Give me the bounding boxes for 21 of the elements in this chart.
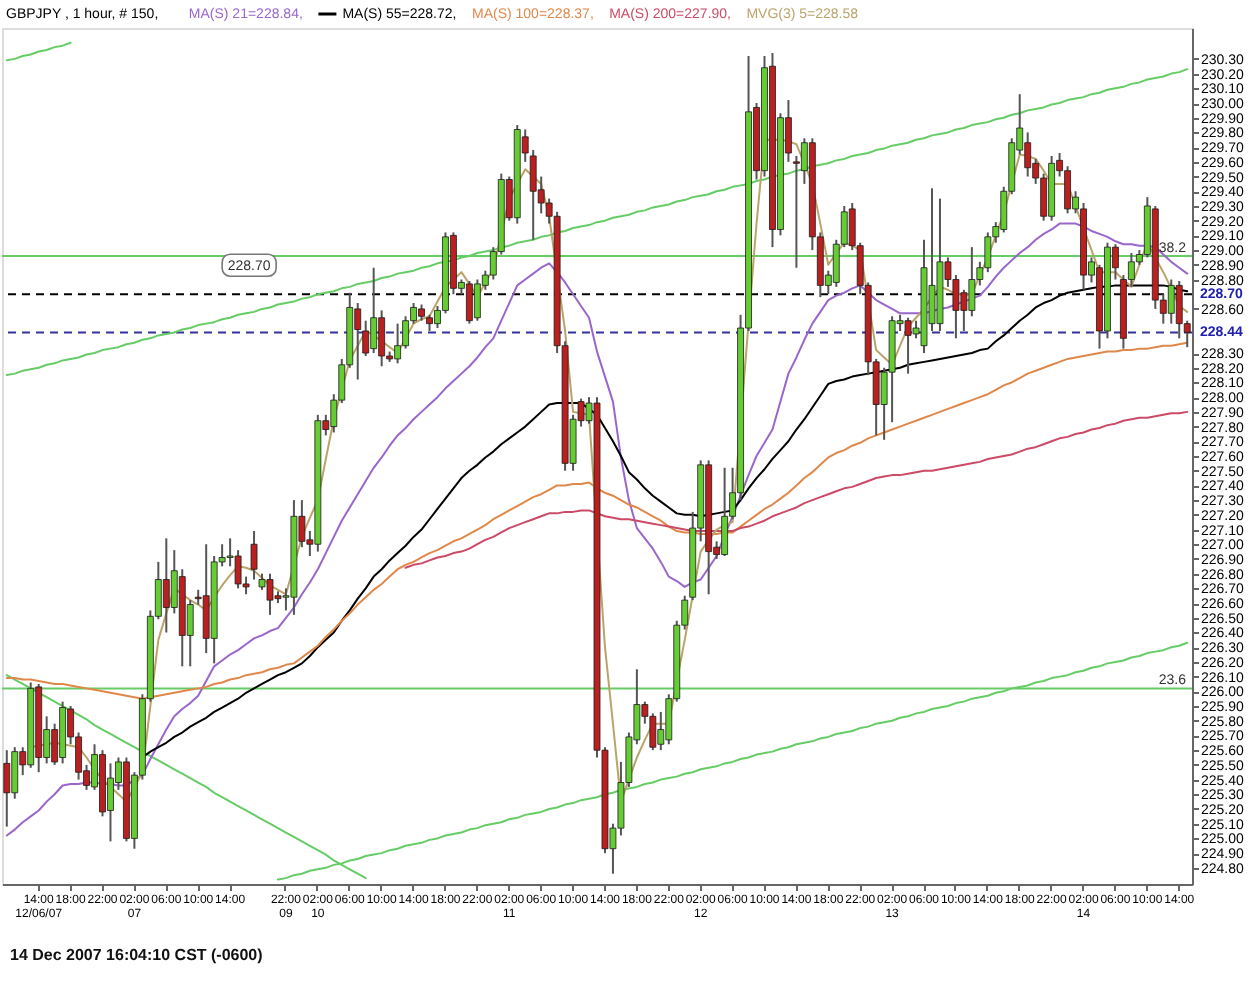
candlestick	[904, 316, 912, 375]
candlestick	[202, 543, 210, 655]
candlestick	[250, 530, 258, 581]
candlestick	[473, 278, 481, 322]
candlestick	[354, 302, 362, 381]
line-series	[5, 68, 1189, 377]
line-series	[5, 341, 1189, 700]
candlestick	[465, 279, 473, 325]
candlestick	[3, 749, 11, 828]
candlestick	[370, 266, 378, 355]
line-series	[5, 41, 72, 62]
text: 14 Dec 2007 16:04:10 CST (-0600)	[10, 946, 264, 964]
candlestick	[721, 466, 729, 558]
candlestick	[1175, 279, 1183, 340]
candlestick	[266, 572, 274, 616]
line-series	[404, 410, 1189, 569]
candlestick	[162, 537, 170, 634]
candlestick	[1167, 278, 1175, 325]
candlestick	[394, 322, 401, 365]
candlestick	[107, 762, 114, 843]
line-series	[5, 222, 1189, 837]
